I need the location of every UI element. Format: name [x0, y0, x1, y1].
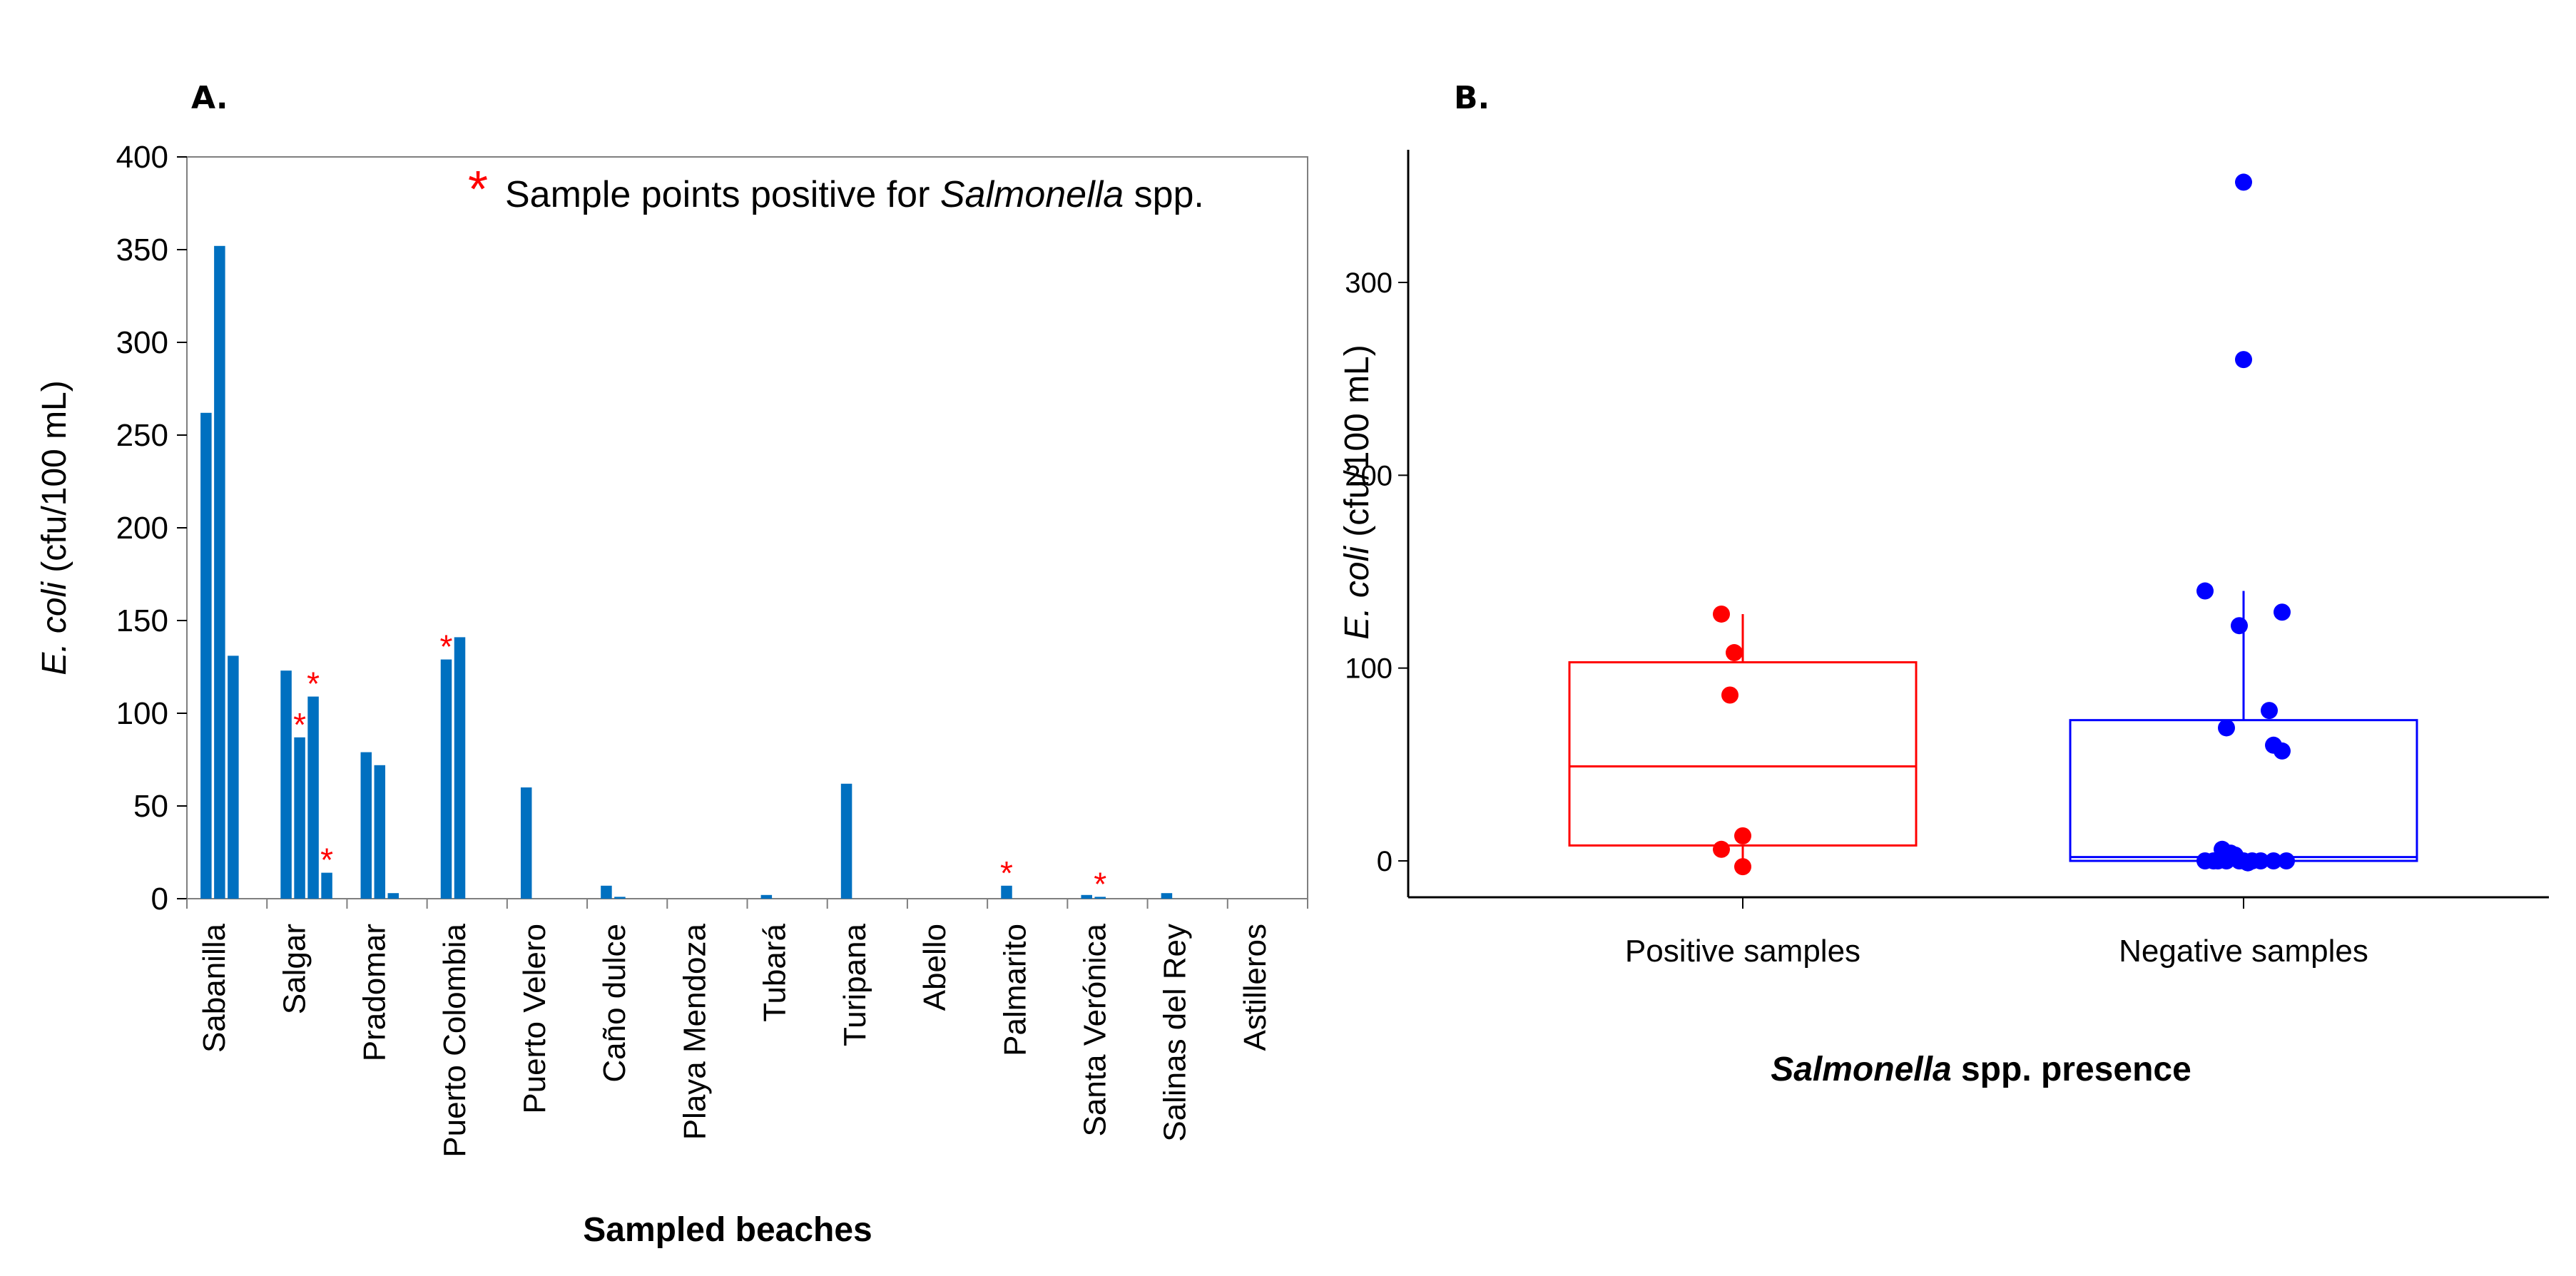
x-axis-title-b: Salmonella spp. presence — [1771, 1051, 2191, 1088]
bar-salgar-2 — [294, 737, 305, 899]
data-point-negative-samples — [2252, 852, 2269, 869]
legend-text: Sample points positive for Salmonella sp… — [505, 174, 1204, 215]
salmonella-positive-marker: * — [1094, 865, 1106, 902]
plot-area-frame — [186, 156, 1308, 899]
data-point-negative-samples — [2218, 852, 2235, 869]
data-point-positive-samples — [1726, 644, 1743, 662]
box-plot-b: 0 100 200 300 Positive samples Negative sampl… — [1338, 150, 2549, 1088]
category-label-cano-dulce: Caño dulce — [597, 924, 632, 1083]
bar-sabanilla-1 — [200, 412, 212, 899]
bar-pradomar-1 — [360, 752, 372, 899]
bar-santa-veronica-1 — [1081, 894, 1092, 899]
data-point-negative-samples — [2231, 617, 2248, 635]
salmonella-positive-marker: * — [293, 706, 306, 743]
category-label-tubara: Tubará — [758, 923, 793, 1021]
bar-salgar-1 — [280, 670, 292, 899]
data-point-negative-samples — [2235, 351, 2252, 369]
category-label-salgar: Salgar — [277, 924, 312, 1014]
category-label-salinas-del-rey: Salinas del Rey — [1158, 924, 1193, 1142]
y-tick-label-b: 200 — [1345, 460, 1393, 491]
y-tick-label: 250 — [116, 418, 168, 453]
bar-salgar-4 — [321, 872, 332, 899]
data-point-positive-samples — [1713, 605, 1730, 623]
bar-tubara-1 — [760, 894, 773, 899]
data-point-negative-samples — [2235, 173, 2252, 191]
category-label-abello: Abello — [917, 924, 952, 1011]
bar-cano-dulce-1 — [601, 885, 612, 899]
box-negative-samples — [2069, 719, 2418, 862]
y-tick-label: 150 — [116, 603, 168, 638]
bar-pradomar-2 — [374, 765, 386, 899]
group-label-positive-samples: Positive samples — [1625, 934, 1860, 969]
category-label-astilleros: Astilleros — [1238, 924, 1273, 1051]
bar-turipana-1 — [840, 783, 852, 899]
bar-cano-dulce-2 — [614, 897, 626, 899]
y-tick-label: 350 — [116, 233, 168, 267]
data-point-negative-samples — [2239, 854, 2256, 872]
salmonella-positive-marker: * — [1000, 854, 1013, 892]
data-point-positive-samples — [1734, 858, 1751, 876]
bar-sabanilla-2 — [214, 245, 225, 899]
data-point-negative-samples — [2274, 742, 2291, 760]
category-label-sabanilla: Sabanilla — [197, 923, 232, 1053]
bar-santa-veronica-2 — [1094, 897, 1106, 899]
y-tick-label-b: 0 — [1377, 846, 1393, 877]
data-point-negative-samples — [2261, 702, 2278, 720]
category-label-playa-mendoza: Playa Mendoza — [677, 923, 712, 1140]
y-tick-label: 300 — [116, 325, 168, 360]
salmonella-positive-marker: * — [320, 842, 333, 879]
y-tick-label: 0 — [151, 882, 168, 917]
y-tick-label: 400 — [116, 140, 168, 175]
legend-symbol: * — [468, 161, 488, 218]
data-point-negative-samples — [2196, 582, 2214, 600]
category-label-puerto-velero: Puerto Velero — [517, 924, 552, 1114]
data-point-positive-samples — [1734, 827, 1751, 844]
data-point-positive-samples — [1721, 686, 1738, 704]
bar-salinas-del-rey-1 — [1161, 893, 1173, 899]
salmonella-positive-marker: * — [440, 628, 453, 665]
y-tick-label: 100 — [116, 696, 168, 731]
bar-salgar-3 — [307, 696, 319, 899]
category-label-puerto-colombia: Puerto Colombia — [437, 923, 472, 1157]
data-point-negative-samples — [2218, 719, 2235, 737]
group-label-negative-samples: Negative samples — [2119, 934, 2368, 969]
data-point-negative-samples — [2278, 852, 2295, 869]
bar-pradomar-3 — [387, 893, 399, 899]
x-axis-title-a: Sampled beaches — [583, 1211, 872, 1249]
panel-a-label: A. — [191, 80, 228, 116]
bar-puerto-velero-1 — [520, 787, 532, 899]
box-positive-samples — [1568, 661, 1918, 847]
data-point-positive-samples — [1713, 840, 1730, 858]
bar-palmarito-1 — [1001, 885, 1012, 899]
data-point-negative-samples — [2274, 603, 2291, 621]
y-tick-label: 50 — [133, 789, 168, 824]
category-label-palmarito: Palmarito — [997, 924, 1032, 1056]
panel-b-label: B. — [1454, 80, 1490, 116]
salmonella-positive-marker: * — [307, 665, 320, 703]
y-tick-label-b: 100 — [1345, 653, 1393, 685]
data-point-negative-samples — [2265, 852, 2282, 869]
category-label-santa-veronica: Santa Verónica — [1077, 923, 1112, 1136]
y-tick-label: 200 — [116, 511, 168, 546]
category-label-turipana: Turipana — [838, 923, 872, 1046]
y-axis-title-a: E. coli (cfu/100 mL) — [36, 380, 73, 675]
bar-chart-a: 0 50 100 150 200 250 300 350 400 Sabanilla Salgar P… — [36, 140, 1308, 1249]
bar-sabanilla-3 — [228, 655, 239, 899]
category-label-pradomar: Pradomar — [357, 924, 392, 1061]
bar-puerto-colombia-2 — [454, 637, 466, 899]
y-axis-title-b: E. coli (cfu/100 mL) — [1338, 344, 1376, 640]
y-tick-label-b: 300 — [1345, 267, 1393, 299]
bar-puerto-colombia-1 — [440, 659, 452, 899]
